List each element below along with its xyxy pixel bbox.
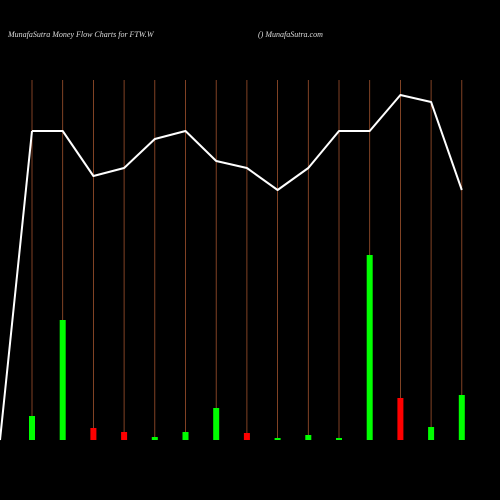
bar [428,427,435,440]
chart-subtitle: () MunafaSutra.com [258,30,323,39]
bar [213,408,220,440]
bar [397,398,404,440]
bar [121,432,128,440]
bar [274,438,281,440]
bar [336,438,342,440]
bar [90,428,97,440]
bar [29,416,35,440]
bar [305,435,312,440]
bar [182,432,189,440]
bar [243,433,250,440]
chart-title: MunafaSutra Money Flow Charts for FTW.W [7,30,155,39]
bar [59,320,66,440]
bar [366,255,373,440]
bar [151,437,158,440]
flow-line [32,94,463,191]
bar [458,395,465,440]
line-lead-in [0,130,33,441]
